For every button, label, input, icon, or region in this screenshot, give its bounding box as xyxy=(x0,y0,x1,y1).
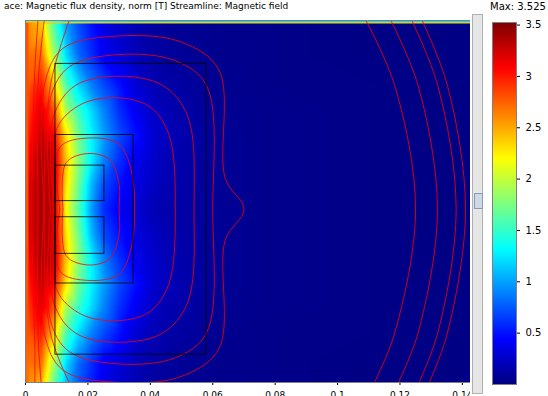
svg-text:2: 2 xyxy=(526,173,532,184)
svg-text:0.14: 0.14 xyxy=(452,390,470,396)
html-text:Max: 3.525: Max: 3.525 xyxy=(490,1,546,12)
html-text:ace: Magnetic flux density, no: ace: Magnetic flux density, norm [T] Str… xyxy=(4,1,289,11)
svg-text:0.12: 0.12 xyxy=(390,390,410,396)
svg-text:0.04: 0.04 xyxy=(140,390,160,396)
svg-text:0.5: 0.5 xyxy=(526,327,542,338)
svg-text:1: 1 xyxy=(526,276,532,287)
svg-text:0.06: 0.06 xyxy=(203,390,223,396)
svg-text:0.1: 0.1 xyxy=(330,390,344,396)
svg-text:1.5: 1.5 xyxy=(526,225,542,236)
svg-text:2.5: 2.5 xyxy=(526,122,542,133)
svg-text:0: 0 xyxy=(23,390,29,396)
svg-text:0.08: 0.08 xyxy=(265,390,285,396)
svg-text:0.02: 0.02 xyxy=(78,390,98,396)
svg-text:3: 3 xyxy=(526,71,532,82)
svg-text:3.5: 3.5 xyxy=(526,19,542,30)
